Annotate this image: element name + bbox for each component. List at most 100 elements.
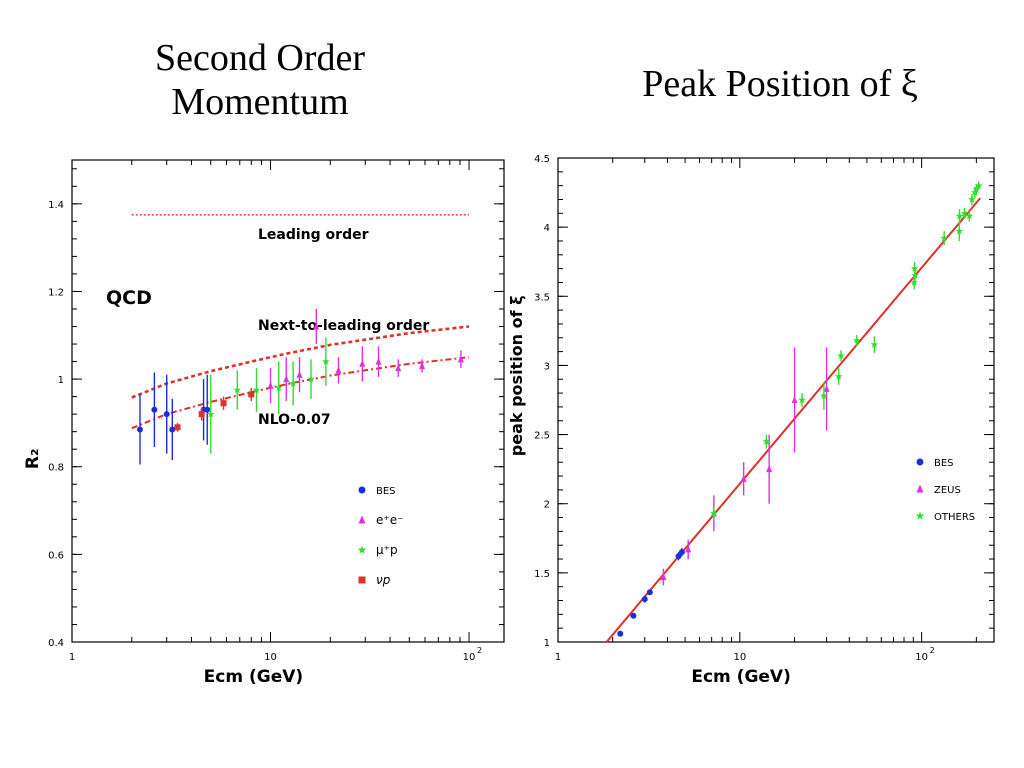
legend-label: BES [934, 458, 954, 469]
y-tick-label: 0.6 [48, 550, 64, 561]
annotation-qcd: QCD [106, 287, 152, 309]
data-point-star [960, 209, 969, 217]
annotation-nlo: Next-to-leading order [258, 318, 429, 334]
data-point-star [853, 336, 861, 344]
data-point-triangle [740, 474, 747, 482]
x-tick-label: 10 [915, 652, 928, 663]
data-point-star [968, 195, 976, 203]
x-tick-exponent: 2 [477, 646, 482, 655]
y-tick-label: 0.4 [48, 638, 64, 649]
data-point-star [965, 212, 974, 220]
y-tick-label: 1.4 [48, 200, 64, 211]
data-point-square [220, 400, 227, 407]
data-point-circle [617, 630, 624, 637]
x-tick-label: 10 [733, 652, 746, 663]
legend-label-bes: BES [376, 486, 396, 497]
y-tick-label: 4.5 [534, 154, 550, 165]
y-axis-label: peak position of ξ [507, 295, 526, 456]
data-point-square [248, 391, 255, 398]
legend-marker [358, 486, 366, 494]
legend-marker [358, 515, 366, 524]
data-point-circle [204, 406, 211, 413]
x-tick-label: 10 [264, 652, 277, 663]
legend-label-mup: μ⁺p [376, 543, 398, 557]
data-point-star [940, 234, 948, 242]
y-tick-label: 2.5 [534, 431, 550, 442]
data-point-triangle [335, 366, 342, 374]
annotation-leading-order: Leading order [258, 227, 369, 243]
plot-frame [557, 157, 995, 643]
y-tick-label: 1.5 [534, 569, 550, 580]
data-point-circle [151, 406, 158, 413]
data-point-circle [169, 426, 176, 433]
data-point-circle [678, 549, 685, 556]
data-point-triangle [283, 375, 290, 383]
data-point-star [972, 185, 981, 193]
x-tick-label: 1 [69, 652, 75, 663]
data-point-circle [163, 411, 170, 418]
data-point-star [974, 181, 983, 189]
data-point-triangle [823, 384, 830, 392]
data-point-star [274, 383, 283, 392]
legend-marker [915, 511, 925, 520]
data-point-star [955, 227, 964, 235]
data-point-circle [675, 553, 682, 560]
data-point-circle [136, 426, 143, 433]
data-point-triangle [766, 465, 773, 473]
legend-marker [357, 545, 367, 554]
legend-label-ee: e⁺e⁻ [376, 513, 403, 527]
left-title-line2: Momentum [171, 81, 349, 123]
y-tick-label: 1.2 [48, 287, 64, 298]
data-point-circle [630, 612, 637, 619]
legend-marker [916, 458, 924, 466]
data-point-star [911, 271, 919, 279]
x-tick-label: 1 [555, 652, 561, 663]
data-point-star [837, 351, 845, 359]
plot-frame [71, 159, 505, 643]
y-tick-label: 1 [58, 375, 64, 386]
data-point-star [834, 372, 843, 380]
x-tick-label: 10 [463, 652, 476, 663]
data-point-star [233, 386, 242, 394]
data-point-star [798, 396, 806, 404]
data-point-star [910, 278, 918, 286]
data-point-triangle [660, 573, 667, 581]
y-tick-label: 3 [544, 361, 550, 372]
data-point-triangle [791, 396, 798, 403]
data-point-star [820, 391, 828, 400]
qcd-curve-nlo [131, 325, 470, 399]
data-point-star [252, 386, 261, 394]
data-point-triangle [419, 361, 426, 369]
left-title-line1: Second Order [155, 37, 365, 79]
data-point-square [174, 424, 181, 431]
data-point-star [710, 509, 718, 517]
y-tick-label: 1 [544, 638, 550, 649]
data-point-star [289, 379, 297, 387]
y-axis-label: R₂ [23, 449, 43, 470]
data-point-star [870, 340, 879, 348]
data-point-star [762, 437, 771, 445]
x-tick-exponent: 2 [930, 646, 935, 655]
data-point-triangle [457, 355, 464, 363]
legend-marker [358, 576, 366, 584]
data-point-triangle [375, 357, 382, 365]
right-slide-title: Peak Position of ξ [642, 63, 918, 105]
data-point-triangle [685, 545, 692, 553]
annotation-nlo-shift: NLO-0.07 [258, 412, 331, 428]
data-point-triangle [313, 322, 320, 330]
legend-label: OTHERS [934, 512, 975, 523]
legend-marker [916, 484, 924, 493]
left-slide-title: Second Order Momentum [100, 36, 420, 124]
data-point-triangle [296, 370, 303, 378]
qcd-curve-shift [131, 356, 470, 430]
x-axis-label: Ecm (GeV) [204, 667, 304, 687]
data-point-circle [641, 596, 648, 603]
legend-label: ZEUS [934, 485, 961, 496]
x-axis-label: Ecm (GeV) [691, 667, 791, 687]
data-point-star [307, 375, 315, 383]
y-tick-label: 4 [544, 223, 550, 234]
fit-line [605, 197, 981, 643]
data-point-circle [646, 589, 653, 596]
data-point-star [955, 212, 964, 220]
